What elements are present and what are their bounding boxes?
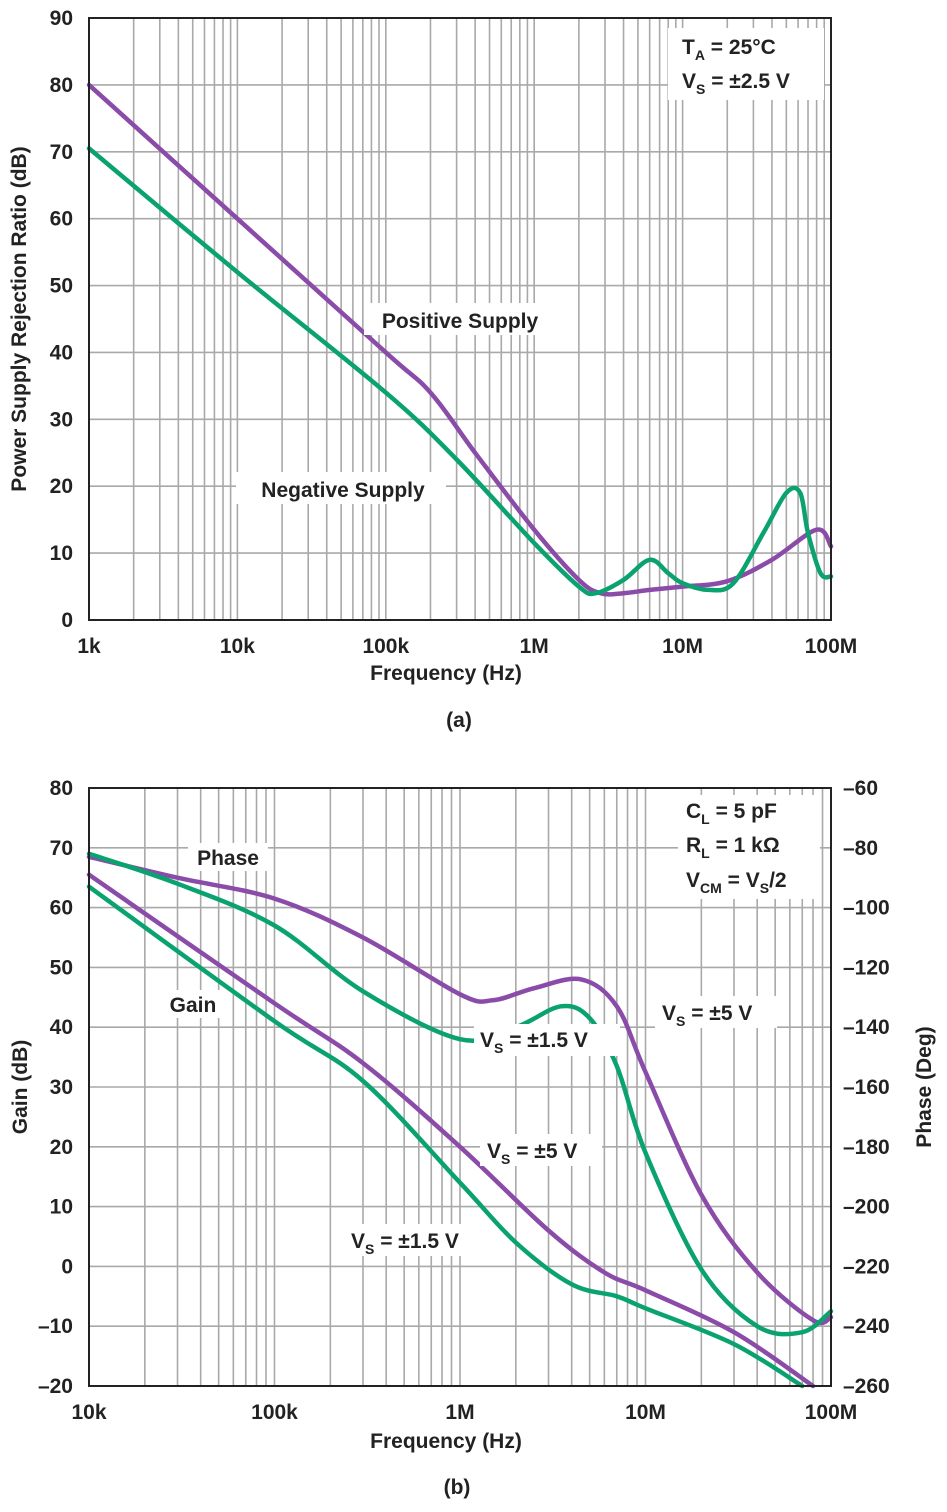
x-tick-label: 10M	[662, 635, 703, 658]
y-tick-label: 70	[50, 837, 73, 860]
y2-tick-label: –140	[843, 1016, 890, 1039]
label-bg-gain	[160, 990, 226, 1018]
y2-tick-label: –200	[843, 1196, 890, 1219]
series-a	[86, 82, 834, 597]
label-phase: Phase	[197, 847, 259, 870]
y-tick-label: 80	[50, 777, 73, 800]
y2-tick-label: –160	[843, 1076, 890, 1099]
plot-frame-a	[88, 17, 832, 621]
y-tick-label: 60	[50, 897, 73, 920]
x-tick-label: 10k	[71, 1401, 106, 1424]
condition-vcm: VCM = VS/2	[686, 869, 787, 896]
series-line-b-2	[86, 872, 816, 1389]
label-gain: Gain	[170, 994, 217, 1017]
y2-tick-label: –220	[843, 1255, 890, 1278]
y-tick-label: 0	[61, 1255, 73, 1278]
y-tick-label: –10	[38, 1315, 73, 1338]
x-tick-label: 100k	[251, 1401, 298, 1424]
y-tick-label: 30	[50, 1076, 73, 1099]
label-negative-supply: Negative Supply	[261, 479, 425, 502]
y2-tick-label: –80	[843, 837, 878, 860]
y-tick-label: 30	[50, 408, 73, 431]
y-tick-label: 60	[50, 208, 73, 231]
y-tick-label: 10	[50, 542, 73, 565]
plot-frame-b	[88, 787, 832, 1387]
label-bg-positive	[364, 303, 556, 335]
label-positive-supply: Positive Supply	[382, 310, 539, 333]
y2-tick-label: –180	[843, 1136, 890, 1159]
x-tick-label: 1M	[445, 1401, 474, 1424]
y2-tick-label: –240	[843, 1315, 890, 1338]
series-line-a-1	[86, 146, 834, 597]
series-line-b-3	[86, 884, 805, 1389]
y2-tick-label: –260	[843, 1375, 890, 1398]
x-axis-label-a: Frequency (Hz)	[370, 662, 522, 685]
label-gain-vs-1v5: VS = ±1.5 V	[351, 1230, 459, 1257]
label-bg-phase-1v5	[474, 1024, 620, 1056]
y-tick-label: 0	[61, 609, 73, 632]
x-tick-label: 100M	[805, 1401, 858, 1424]
y-tick-label: 50	[50, 956, 73, 979]
condition-cl: CL = 5 pF	[686, 800, 777, 827]
label-bg-gain-5v	[480, 1134, 602, 1166]
label-bg-phase	[188, 843, 268, 871]
series-line-a-0	[86, 82, 834, 597]
condition-box-a	[668, 28, 824, 100]
y-axis-label-b: Gain (dB)	[9, 1040, 32, 1135]
x-tick-label: 100M	[805, 635, 858, 658]
label-bg-gain-1v5	[345, 1224, 489, 1256]
x-tick-label: 10k	[220, 635, 255, 658]
series-line-b-0	[86, 854, 834, 1326]
y-tick-label: 90	[50, 7, 73, 30]
y-tick-label: 10	[50, 1196, 73, 1219]
label-phase-vs-5v: VS = ±5 V	[662, 1002, 752, 1029]
x-tick-label: 1M	[520, 635, 549, 658]
y-tick-label: –20	[38, 1375, 73, 1398]
condition-rl: RL = 1 kΩ	[686, 834, 780, 861]
ticks-a: 1k 10k 100k 1M 10M 100M 0 10 20 30 40 50 60 70 80 90	[50, 7, 858, 658]
label-phase-vs-1v5: VS = ±1.5 V	[480, 1029, 588, 1056]
y2-tick-label: –60	[843, 777, 878, 800]
label-bg-negative	[236, 472, 446, 504]
y-tick-label: 70	[50, 141, 73, 164]
condition-box-b	[678, 795, 820, 899]
caption-b: (b)	[444, 1476, 471, 1499]
series-line-b-1	[86, 851, 834, 1337]
y-tick-label: 20	[50, 1136, 73, 1159]
y-tick-label: 40	[50, 1016, 73, 1039]
x-axis-label-b: Frequency (Hz)	[370, 1430, 522, 1453]
x-tick-label: 1k	[77, 635, 101, 658]
y2-axis-label-b: Phase (Deg)	[913, 1026, 936, 1147]
label-bg-phase-5v	[655, 996, 777, 1028]
series-b	[86, 851, 834, 1389]
y2-tick-label: –100	[843, 897, 890, 920]
y-tick-label: 50	[50, 275, 73, 298]
y-tick-label: 40	[50, 341, 73, 364]
x-tick-label: 100k	[362, 635, 409, 658]
x-tick-label: 10M	[625, 1401, 666, 1424]
ticks-b: 10k 100k 1M 10M 100M–20–1001020304050607080–…	[38, 777, 890, 1424]
label-gain-vs-5v: VS = ±5 V	[487, 1140, 577, 1167]
y-tick-label: 80	[50, 74, 73, 97]
condition-vs: VS = ±2.5 V	[682, 70, 790, 97]
condition-ta: TA = 25°C	[682, 36, 776, 63]
y-axis-label-a: Power Supply Rejection Ratio (dB)	[8, 146, 31, 491]
y2-tick-label: –120	[843, 956, 890, 979]
caption-a: (a)	[446, 709, 472, 732]
y-tick-label: 20	[50, 475, 73, 498]
